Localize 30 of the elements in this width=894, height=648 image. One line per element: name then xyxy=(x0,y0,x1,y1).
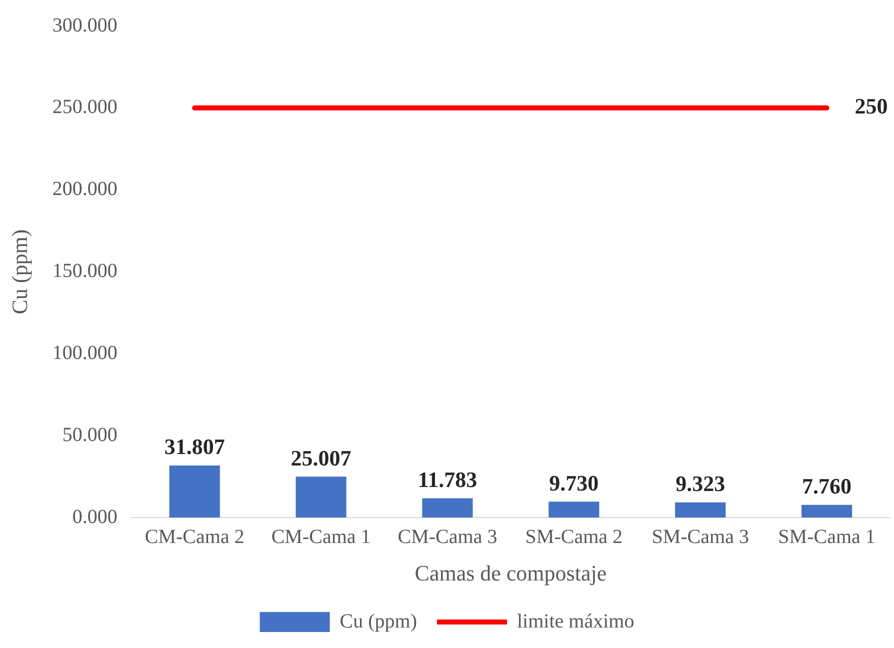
data-label: 11.783 xyxy=(418,466,478,492)
y-tick-label: 50.000 xyxy=(62,424,118,446)
x-axis-title: Camas de compostaje xyxy=(414,560,607,586)
bar xyxy=(801,504,852,518)
y-tick-label: 200.000 xyxy=(52,178,118,200)
bar xyxy=(296,476,346,518)
bar xyxy=(169,465,220,518)
y-tick-label: 100.000 xyxy=(52,342,118,364)
x-tick-label: SM-Cama 2 xyxy=(525,526,623,548)
data-label: 31.807 xyxy=(164,434,225,460)
bar xyxy=(675,502,726,518)
data-label: 25.007 xyxy=(290,445,352,470)
bar xyxy=(548,502,600,518)
y-axis-title: Cu (ppm) xyxy=(6,229,32,314)
data-label: 9.730 xyxy=(549,470,599,496)
x-tick-label: SM-Cama 1 xyxy=(778,526,876,548)
x-tick-label: CM-Cama 1 xyxy=(271,526,371,548)
x-tick-label: CM-Cama 3 xyxy=(398,526,498,548)
y-tick-label: 300.000 xyxy=(52,14,118,36)
y-tick-label: 0.000 xyxy=(72,506,118,528)
data-label: 7.760 xyxy=(802,474,852,499)
x-tick-label: SM-Cama 3 xyxy=(652,526,749,548)
legend-label: Cu (ppm) xyxy=(340,610,418,632)
data-label: 9.323 xyxy=(676,471,726,496)
legend-label: limite máximo xyxy=(517,610,634,632)
y-tick-label: 250.000 xyxy=(52,96,118,118)
y-tick-label: 150.000 xyxy=(52,260,118,282)
data-label: 250 xyxy=(854,94,888,119)
x-tick-label: CM-Cama 2 xyxy=(144,526,244,548)
bar xyxy=(422,498,473,518)
